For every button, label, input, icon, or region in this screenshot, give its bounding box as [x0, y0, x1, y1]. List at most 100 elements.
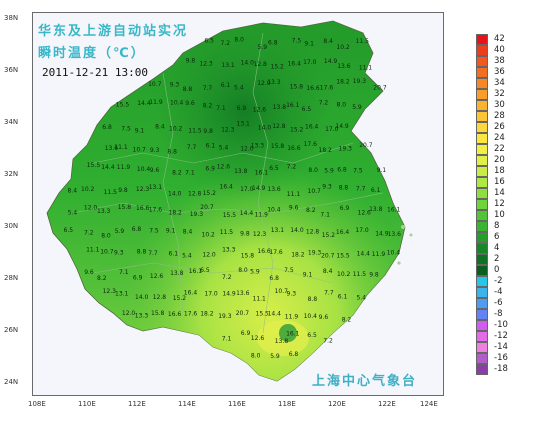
- legend-label: 4: [494, 243, 500, 253]
- legend-label: 32: [494, 89, 505, 99]
- station-value: 6.8: [337, 167, 347, 174]
- legend-label: 6: [494, 232, 500, 242]
- station-value: 5.4: [234, 84, 244, 91]
- station-value: 16.4: [288, 61, 302, 68]
- station-value: 7.5: [284, 267, 294, 274]
- agency-label: 上海中心气象台: [312, 374, 418, 389]
- station-value: 7.2: [319, 100, 329, 107]
- station-value: 12.3: [103, 288, 117, 295]
- station-value: 6.5: [307, 332, 317, 339]
- station-value: 8.2: [306, 207, 316, 214]
- station-value: 6.1: [371, 187, 381, 194]
- station-value: 14.0: [135, 294, 149, 301]
- station-value: 14.4: [240, 210, 254, 217]
- station-value: 6.8: [269, 275, 279, 282]
- station-value: 10.4: [170, 100, 184, 107]
- station-value: 6.5: [64, 227, 74, 234]
- station-value: 11.5: [220, 229, 234, 236]
- station-value: 10.2: [337, 271, 351, 278]
- legend-label: 0: [494, 265, 500, 275]
- station-value: 13.1: [221, 62, 235, 69]
- station-value: 14.0: [258, 124, 272, 131]
- map-title: 华东及上游自动站实况: [38, 24, 189, 39]
- station-value: 17.0: [303, 59, 317, 66]
- station-value: 20.7: [236, 310, 250, 317]
- station-value: 15.2: [322, 232, 336, 239]
- legend-swatch: [476, 199, 488, 210]
- station-value: 11.1: [253, 295, 267, 302]
- station-value: 16.1: [255, 170, 269, 177]
- station-value: 20.7: [200, 204, 214, 211]
- station-value: 15.5: [223, 212, 237, 219]
- station-value: 7.7: [203, 85, 213, 92]
- station-value: 11.1: [287, 191, 301, 198]
- latitude-label: 36N: [4, 66, 19, 74]
- station-value: 6.1: [169, 250, 179, 257]
- legend-label: -4: [494, 287, 503, 297]
- legend-label: 26: [494, 122, 505, 132]
- station-value: 12.0: [257, 80, 271, 87]
- station-value: 7.7: [187, 144, 197, 151]
- station-value: 16.6: [136, 205, 150, 212]
- station-value: 14.9: [252, 185, 266, 192]
- station-value: 9.6: [185, 100, 195, 107]
- station-value: 12.0: [84, 205, 98, 212]
- station-value: 6.8: [268, 40, 278, 47]
- legend-swatch: [476, 111, 488, 122]
- station-value: 16.1: [286, 331, 300, 338]
- station-value: 14.4: [268, 310, 282, 317]
- station-value: 9.1: [135, 128, 145, 135]
- station-value: 10.2: [169, 126, 183, 133]
- station-value: 15.2: [290, 126, 304, 133]
- latitude-label: 30N: [4, 222, 19, 230]
- station-value: 12.8: [306, 229, 320, 236]
- station-value: 18.2: [291, 252, 305, 259]
- station-value: 9.3: [114, 250, 124, 257]
- station-value: 15.2: [203, 190, 217, 197]
- station-value: 11.5: [104, 189, 118, 196]
- map-subtitle: 瞬时温度（℃）: [38, 46, 146, 61]
- latitude-label: 34N: [4, 118, 19, 126]
- station-value: 9.6: [150, 167, 160, 174]
- station-value: 16.6: [306, 85, 320, 92]
- station-value: 14.0: [290, 227, 304, 234]
- station-value: 19.3: [308, 249, 322, 256]
- station-value: 8.0: [337, 101, 347, 108]
- station-value: 5.9: [115, 228, 125, 235]
- station-value: 13.8: [234, 168, 248, 175]
- station-value: 6.5: [269, 165, 279, 172]
- station-value: 16.1: [189, 268, 203, 275]
- station-value: 6.5: [204, 37, 214, 44]
- station-value: 16.6: [168, 311, 182, 318]
- legend-label: 22: [494, 144, 505, 154]
- station-value: 12.8: [188, 190, 202, 197]
- station-value: 6.8: [289, 351, 299, 358]
- station-value: 11.9: [149, 99, 163, 106]
- station-value: 10.4: [304, 313, 318, 320]
- station-value: 11.9: [285, 314, 299, 321]
- station-value: 8.4: [68, 188, 78, 195]
- station-value: 7.1: [216, 105, 226, 112]
- station-value: 8.8: [308, 296, 318, 303]
- legend-swatch: [476, 309, 488, 320]
- station-value: 15.8: [241, 252, 255, 259]
- station-value: 15.5: [336, 252, 350, 259]
- station-value: 8.4: [183, 228, 193, 235]
- station-value: 5.4: [182, 252, 192, 259]
- station-value: 9.1: [166, 228, 176, 235]
- station-value: 9.3: [170, 82, 180, 89]
- station-value: 5.9: [258, 44, 268, 51]
- legend-swatch: [476, 89, 488, 100]
- station-value: 6.1: [338, 294, 348, 301]
- station-value: 15.2: [271, 64, 285, 71]
- station-value: 6.9: [237, 105, 247, 112]
- legend-swatch: [476, 298, 488, 309]
- station-value: 12.6: [217, 164, 231, 171]
- station-value: 11.1: [114, 144, 128, 151]
- legend-label: -14: [494, 342, 508, 352]
- station-value: 8.8: [167, 148, 177, 155]
- station-value: 16.4: [305, 124, 319, 131]
- station-value: 9.8: [118, 187, 128, 194]
- legend-label: -8: [494, 309, 503, 319]
- station-value: 17.6: [149, 206, 163, 213]
